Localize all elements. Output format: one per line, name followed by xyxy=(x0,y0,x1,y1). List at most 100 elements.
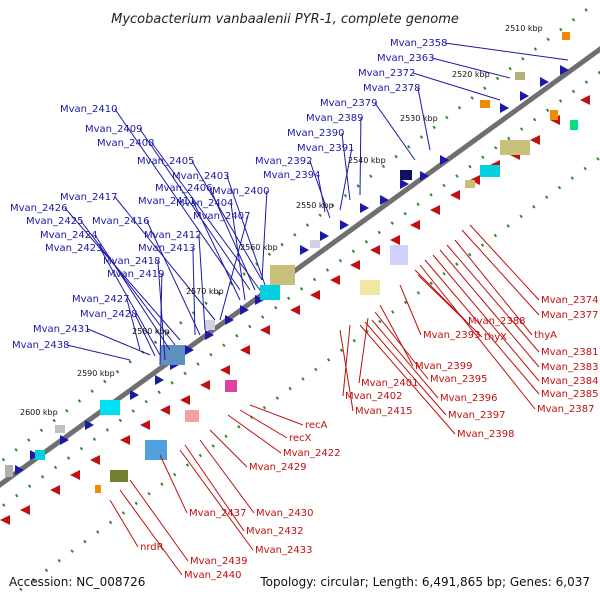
gene-feature-block xyxy=(390,245,408,265)
reverse-gene-label: Mvan_2393 xyxy=(423,330,480,341)
reverse-gene-label: Mvan_2395 xyxy=(430,374,487,385)
forward-gene-arrow xyxy=(320,231,329,241)
reverse-gene-arrow xyxy=(450,190,460,200)
gene-feature-block xyxy=(270,265,295,285)
reverse-gene-label: Mvan_2437 xyxy=(189,508,246,519)
forward-gene-label: Mvan_2407 xyxy=(193,211,250,222)
reverse-gene-label: Mvan_2422 xyxy=(283,448,340,459)
forward-gene-arrow xyxy=(560,65,569,75)
reverse-gene-arrow xyxy=(410,220,420,230)
forward-gene-label: Mvan_2391 xyxy=(297,143,354,154)
forward-leader-line xyxy=(374,102,416,161)
reverse-gene-arrow xyxy=(0,515,10,525)
forward-gene-arrow xyxy=(255,295,264,305)
forward-leader-line xyxy=(412,72,501,101)
forward-leader-line xyxy=(99,247,161,356)
gene-feature-block xyxy=(310,240,320,248)
forward-gene-arrow xyxy=(225,315,234,325)
gene-feature-block xyxy=(55,425,65,433)
reverse-gene-arrow xyxy=(120,435,130,445)
forward-gene-label: Mvan_2426 xyxy=(10,203,67,214)
inner-scale-dots-b xyxy=(19,155,600,592)
forward-gene-label: Mvan_2410 xyxy=(60,104,117,115)
forward-leader-line xyxy=(192,247,196,336)
forward-leader-line xyxy=(339,147,353,211)
reverse-gene-label: recA xyxy=(305,420,328,431)
forward-gene-label: Mvan_2427 xyxy=(72,294,129,305)
reverse-gene-label: Mvan_2433 xyxy=(255,545,312,556)
forward-gene-label: Mvan_2425 xyxy=(26,216,83,227)
reverse-leader-line xyxy=(358,317,369,384)
reverse-leader-line xyxy=(414,269,467,322)
reverse-gene-label: Mvan_2384 xyxy=(541,376,598,387)
forward-gene-label: Mvan_2358 xyxy=(390,38,447,49)
forward-gene-label: Mvan_2413 xyxy=(138,243,195,254)
kbp-tick-label: 2550 kbp xyxy=(296,201,334,210)
forward-leader-line xyxy=(139,128,251,291)
forward-gene-label: Mvan_2372 xyxy=(358,68,415,79)
reverse-gene-label: Mvan_2377 xyxy=(541,310,598,321)
forward-gene-arrow xyxy=(60,435,69,445)
forward-gene-label: Mvan_2392 xyxy=(255,156,312,167)
reverse-leader-line xyxy=(342,324,351,397)
forward-gene-label: Mvan_2390 xyxy=(287,128,344,139)
accession-label: Accession: NC_008726 xyxy=(9,575,145,589)
forward-gene-arrow xyxy=(15,465,24,475)
gene-feature-block xyxy=(35,450,45,460)
gene-feature-block xyxy=(205,320,215,330)
forward-gene-arrow xyxy=(30,450,39,460)
forward-leader-line xyxy=(126,298,141,351)
forward-gene-arrow xyxy=(130,390,139,400)
reverse-leader-line xyxy=(461,229,540,316)
reverse-leader-line xyxy=(179,449,254,551)
reverse-leader-line xyxy=(446,244,540,353)
reverse-leader-line xyxy=(379,304,414,367)
forward-leader-line xyxy=(94,234,171,351)
label-leader-lines xyxy=(64,42,569,576)
forward-gene-label: Mvan_2389 xyxy=(306,113,363,124)
reverse-gene-label: Mvan_2415 xyxy=(355,406,412,417)
forward-gene-label: Mvan_2408 xyxy=(97,138,154,149)
reverse-gene-arrow xyxy=(200,380,210,390)
gene-feature-block xyxy=(5,465,13,477)
reverse-leader-line xyxy=(432,254,540,382)
reverse-leader-line xyxy=(109,499,139,548)
reverse-gene-arrow xyxy=(310,290,320,300)
reverse-leader-line xyxy=(119,489,183,576)
gene-feature-block xyxy=(400,170,412,180)
forward-leader-line xyxy=(134,313,156,357)
forward-gene-arrow xyxy=(520,91,529,101)
gene-feature-block xyxy=(225,380,237,392)
kbp-tick-label: 2540 kbp xyxy=(348,156,386,165)
forward-gene-label: Mvan_2419 xyxy=(107,269,164,280)
feature-glyphs xyxy=(0,32,590,525)
reverse-gene-arrow xyxy=(530,135,540,145)
reverse-gene-label: Mvan_2397 xyxy=(448,410,505,421)
reverse-gene-label: Mvan_2398 xyxy=(457,429,514,440)
kbp-tick-label: 2530 kbp xyxy=(400,114,438,123)
reverse-leader-line xyxy=(209,429,248,468)
gene-feature-block xyxy=(570,120,578,130)
reverse-leader-line xyxy=(239,409,288,439)
forward-gene-label: Mvan_2404 xyxy=(176,198,233,209)
gene-feature-block xyxy=(95,485,101,493)
reverse-gene-label: Mvan_2440 xyxy=(184,570,241,581)
forward-leader-line xyxy=(114,108,241,291)
kbp-tick-label: 2510 kbp xyxy=(505,24,543,33)
reverse-leader-line xyxy=(417,274,483,338)
gene-feature-block xyxy=(562,32,570,40)
forward-leader-line xyxy=(159,273,163,366)
forward-leader-line xyxy=(192,200,241,301)
reverse-gene-label: Mvan_2385 xyxy=(541,389,598,400)
reverse-gene-arrow xyxy=(140,420,150,430)
reverse-leader-line xyxy=(249,404,304,426)
reverse-gene-label: Mvan_2388 xyxy=(468,316,525,327)
forward-gene-label: Mvan_2412 xyxy=(144,230,201,241)
reverse-gene-label: Mvan_2439 xyxy=(190,556,247,567)
kbp-tick-label: 2570 kbp xyxy=(186,287,224,296)
topology-label: Topology: circular; Length: 6,491,865 bp… xyxy=(259,575,590,589)
reverse-leader-line xyxy=(424,259,540,395)
reverse-leader-line xyxy=(359,324,456,435)
forward-leader-line xyxy=(66,344,131,361)
reverse-leader-line xyxy=(364,321,447,416)
